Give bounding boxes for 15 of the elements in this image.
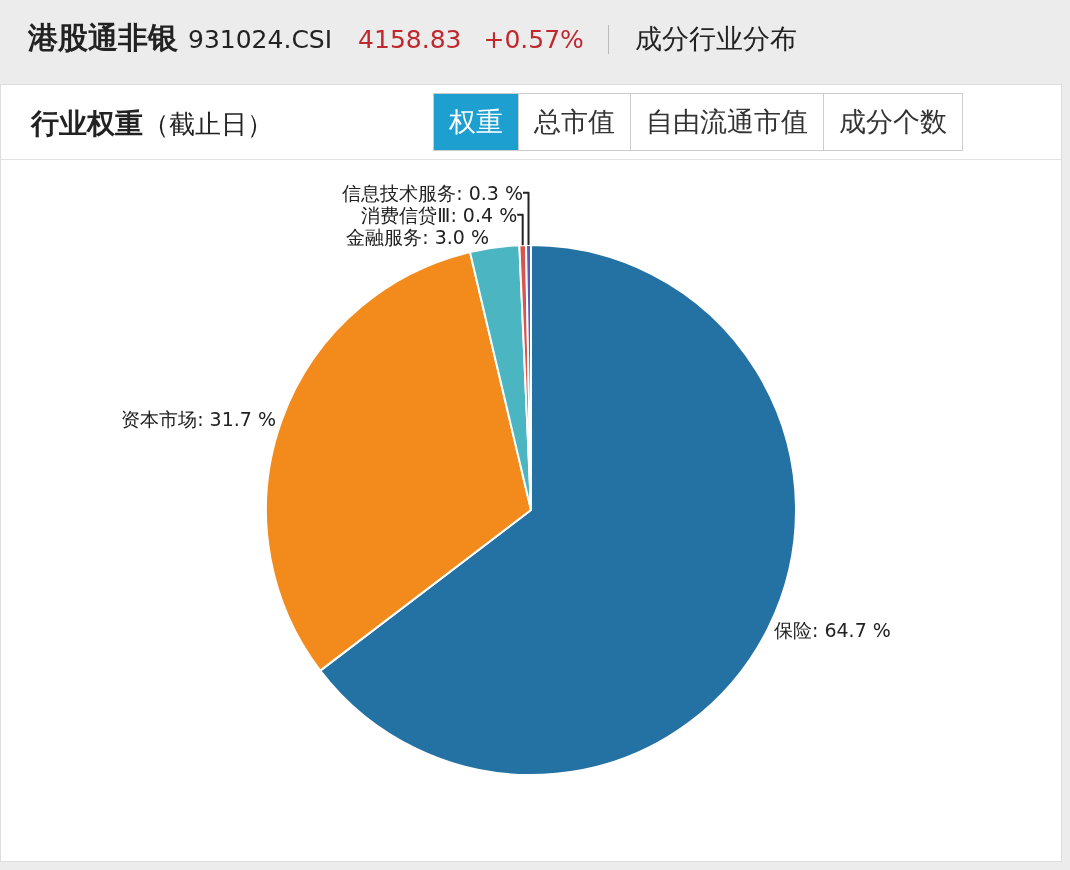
- text: 自由流通市值: [630, 94, 823, 150]
- text: 成分个数: [823, 94, 962, 150]
- text: 总市值: [518, 94, 630, 150]
- chart-title: 港股通非银: [28, 19, 178, 57]
- text: 931024.CSI: [188, 25, 333, 54]
- text: 4158.83: [358, 25, 462, 54]
- text: 成分行业分布: [634, 22, 797, 56]
- slice-label: 金融服务: 3.0 %: [346, 225, 490, 248]
- slice-label: 资本市场: 31.7 %: [121, 408, 276, 431]
- text: 权重: [434, 94, 518, 150]
- slice-label: 消费信贷Ⅲ: 0.4 %: [361, 203, 518, 226]
- text: （截止日）: [143, 109, 273, 139]
- slice-label: 保险: 64.7 %: [773, 618, 891, 641]
- text: +0.57%: [483, 25, 609, 54]
- slice-label: 信息技术服务: 0.3 %: [342, 181, 524, 204]
